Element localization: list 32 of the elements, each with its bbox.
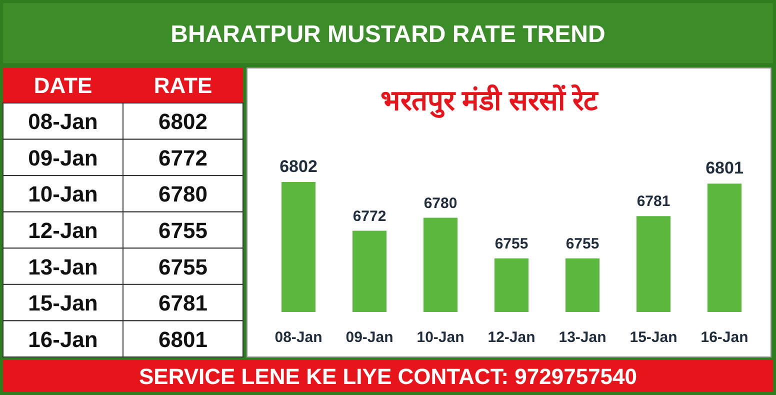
x-tick-label: 12-Jan [488,329,536,346]
data-label: 6801 [706,158,744,178]
x-tick-label: 13-Jan [558,329,606,346]
data-label: 6755 [566,235,600,252]
x-tick-label: 15-Jan [630,329,678,346]
text: RATE [154,73,212,98]
data-label: 6781 [158,290,208,316]
data-label: 6780 [424,194,458,212]
data-label: 6802 [280,157,318,176]
category-label: 13-Jan [28,254,98,280]
data-label: 6802 [158,109,208,134]
data-label: 6755 [158,254,208,280]
title: भरतपुर मंडी सरसों रेट [380,85,598,116]
x-tick-label: 08-Jan [274,329,322,346]
category-label: 15-Jan [28,290,98,316]
data-label: 6755 [494,235,528,252]
data-label: 6772 [158,145,208,170]
category-label: 09-Jan [28,145,98,170]
category-label: 10-Jan [28,182,98,207]
x-tick-label: 10-Jan [416,329,464,346]
data-label: 6781 [636,193,670,210]
category-label: 08-Jan [28,109,98,134]
x-tick-label: 09-Jan [346,329,394,346]
x-tick-label: 16-Jan [700,329,748,346]
data-label: 6755 [158,218,208,243]
data-label: 6780 [158,182,208,207]
data-label: 6772 [352,208,386,225]
title: BHARATPUR MUSTARD RATE TREND [170,21,606,48]
text: SERVICE LENE KE LIYE CONTACT: 9729757540 [138,364,638,389]
text: DATE [34,73,92,98]
data-label: 6801 [158,326,208,352]
category-label: 12-Jan [28,218,98,243]
